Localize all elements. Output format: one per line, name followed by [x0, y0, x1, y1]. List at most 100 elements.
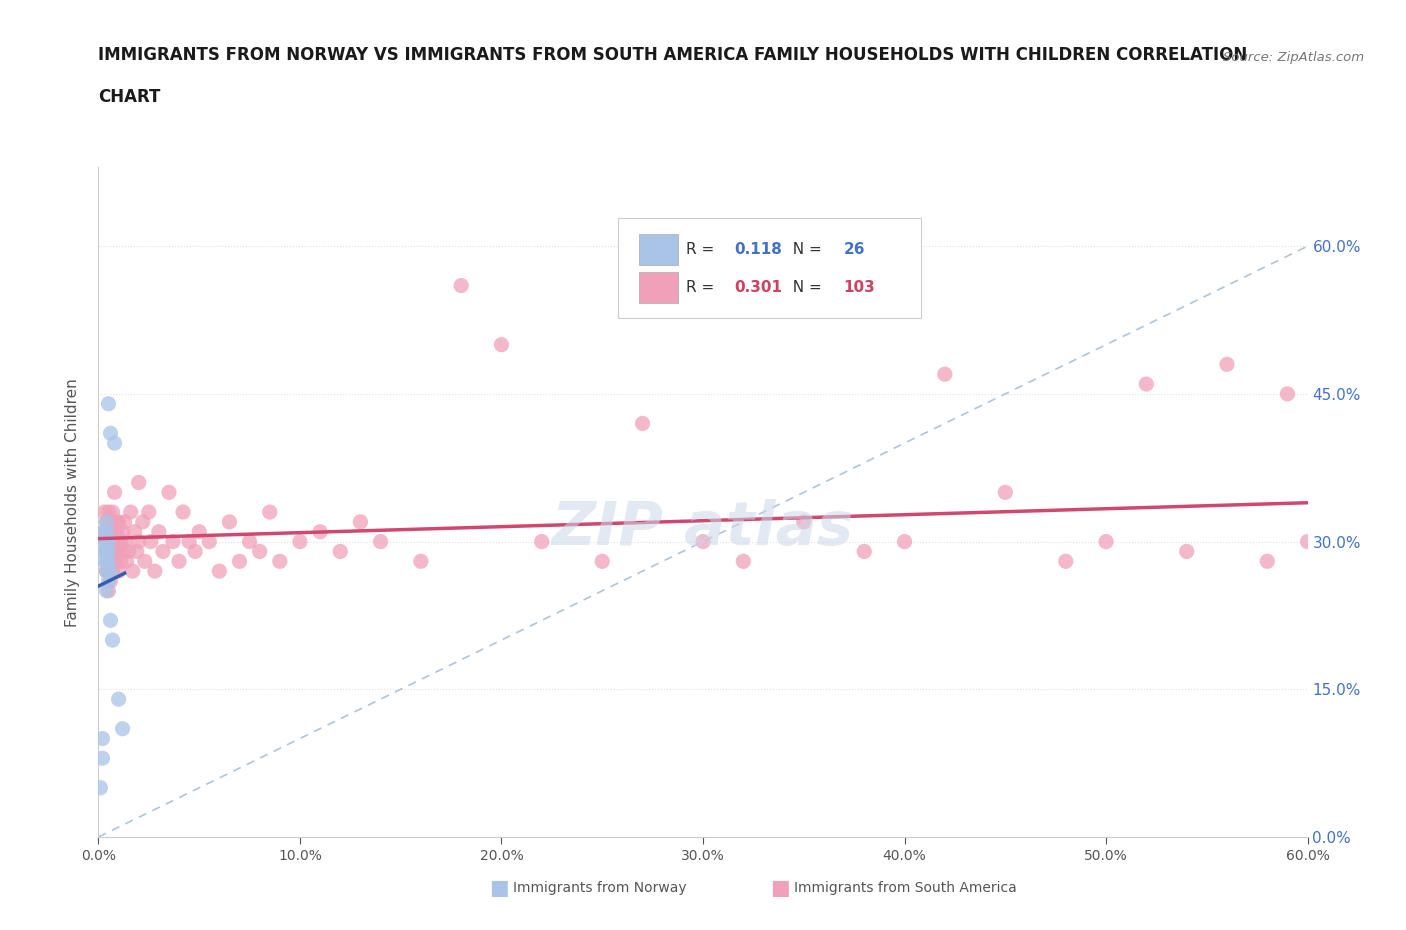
Point [1277, 387, 1299, 402]
Point [591, 554, 613, 569]
Text: IMMIGRANTS FROM NORWAY VS IMMIGRANTS FROM SOUTH AMERICA FAMILY HOUSEHOLDS WITH C: IMMIGRANTS FROM NORWAY VS IMMIGRANTS FRO… [98, 46, 1247, 64]
Text: N =: N = [783, 281, 827, 296]
Point [93, 525, 115, 539]
Point [1316, 544, 1339, 559]
Point [96, 564, 118, 578]
Text: 0.118: 0.118 [734, 242, 782, 258]
Point [93, 525, 115, 539]
Point [1256, 554, 1278, 569]
Point [491, 338, 513, 352]
Point [1216, 357, 1239, 372]
Point [97, 505, 120, 520]
Point [96, 525, 118, 539]
Point [97, 525, 120, 539]
Text: Source: ZipAtlas.com: Source: ZipAtlas.com [1223, 51, 1364, 64]
Point [1175, 544, 1198, 559]
Point [1398, 534, 1406, 549]
Point [139, 534, 162, 549]
Point [132, 514, 155, 529]
Point [107, 692, 129, 707]
Point [97, 534, 120, 549]
Point [111, 544, 134, 559]
Point [1296, 534, 1319, 549]
Point [152, 544, 174, 559]
Point [101, 564, 124, 578]
Point [162, 534, 184, 549]
Point [1135, 377, 1157, 392]
Point [89, 780, 111, 795]
Point [370, 534, 392, 549]
Point [114, 514, 136, 529]
Point [107, 514, 129, 529]
FancyBboxPatch shape [619, 218, 921, 318]
Point [1337, 534, 1360, 549]
Text: ■: ■ [489, 878, 509, 898]
Point [110, 534, 132, 549]
Point [100, 574, 122, 589]
Point [100, 426, 122, 441]
Point [692, 534, 714, 549]
Point [138, 505, 160, 520]
Point [309, 525, 332, 539]
Point [329, 544, 352, 559]
Point [103, 485, 125, 499]
Point [101, 544, 124, 559]
Text: ■: ■ [770, 878, 790, 898]
Text: Immigrants from Norway: Immigrants from Norway [513, 881, 686, 896]
Text: CHART: CHART [98, 88, 160, 106]
Point [96, 514, 118, 529]
Point [208, 564, 231, 578]
Point [96, 544, 118, 559]
Point [148, 525, 170, 539]
Y-axis label: Family Households with Children: Family Households with Children [65, 378, 80, 627]
Point [107, 534, 129, 549]
Point [97, 564, 120, 578]
Point [198, 534, 221, 549]
Point [101, 525, 124, 539]
Point [143, 564, 166, 578]
Point [111, 722, 134, 737]
Point [96, 534, 118, 549]
Point [934, 366, 956, 381]
Point [239, 534, 262, 549]
Point [994, 485, 1017, 499]
Text: N =: N = [783, 242, 827, 258]
Point [103, 435, 125, 450]
Point [100, 534, 122, 549]
Point [100, 564, 122, 578]
Point [105, 544, 128, 559]
Point [97, 544, 120, 559]
FancyBboxPatch shape [638, 233, 678, 265]
Text: ZIP atlas: ZIP atlas [553, 499, 853, 559]
Point [121, 564, 143, 578]
Point [107, 564, 129, 578]
Point [120, 505, 142, 520]
Point [128, 534, 150, 549]
Point [733, 554, 755, 569]
Point [96, 534, 118, 549]
Point [96, 554, 118, 569]
Point [91, 751, 114, 765]
Point [259, 505, 281, 520]
Point [97, 554, 120, 569]
Point [793, 514, 815, 529]
Point [101, 505, 124, 520]
Point [1095, 534, 1118, 549]
Point [93, 544, 115, 559]
Point [172, 505, 194, 520]
Point [100, 554, 122, 569]
Point [96, 564, 118, 578]
Point [1054, 554, 1077, 569]
Point [228, 554, 250, 569]
Point [450, 278, 472, 293]
Point [853, 544, 876, 559]
Point [103, 554, 125, 569]
Point [97, 544, 120, 559]
Point [97, 574, 120, 589]
Point [179, 534, 201, 549]
Point [167, 554, 190, 569]
Point [93, 505, 115, 520]
Point [125, 544, 148, 559]
Point [105, 525, 128, 539]
Text: 103: 103 [844, 281, 875, 296]
